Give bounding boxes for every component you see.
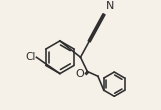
Text: O: O	[75, 69, 84, 79]
Text: N: N	[106, 1, 114, 11]
Text: Cl: Cl	[26, 52, 36, 62]
